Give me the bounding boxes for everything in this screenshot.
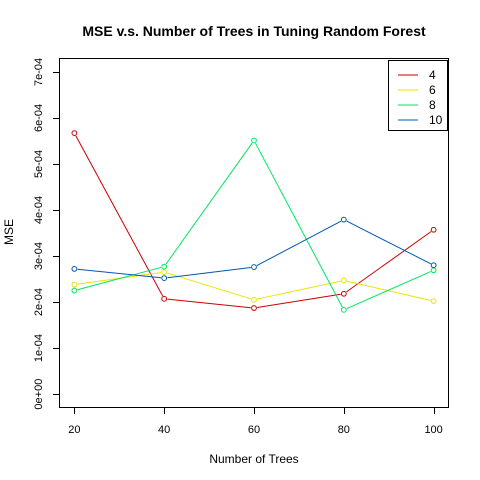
y-tick-label: 2e-04 xyxy=(33,288,45,316)
chart-title: MSE v.s. Number of Trees in Tuning Rando… xyxy=(82,23,426,39)
x-tick-label: 20 xyxy=(68,424,80,436)
x-tick-label: 80 xyxy=(338,424,350,436)
y-tick-label: 3e-04 xyxy=(33,242,45,270)
x-tick-label: 40 xyxy=(158,424,170,436)
legend-label-10: 10 xyxy=(429,113,443,127)
y-tick-label: 6e-04 xyxy=(33,104,45,132)
legend-label-6: 6 xyxy=(429,83,436,97)
x-axis-label: Number of Trees xyxy=(209,452,298,466)
y-tick-label: 5e-04 xyxy=(33,150,45,178)
y-tick-label: 1e-04 xyxy=(33,334,45,362)
y-axis-label: MSE xyxy=(2,219,16,245)
legend-label-4: 4 xyxy=(429,68,436,82)
legend-label-8: 8 xyxy=(429,98,436,112)
x-tick-label: 60 xyxy=(248,424,260,436)
y-tick-label: 0e+00 xyxy=(33,379,45,410)
y-tick-label: 7e-04 xyxy=(33,58,45,86)
y-tick-label: 4e-04 xyxy=(33,196,45,224)
x-tick-label: 100 xyxy=(424,424,442,436)
